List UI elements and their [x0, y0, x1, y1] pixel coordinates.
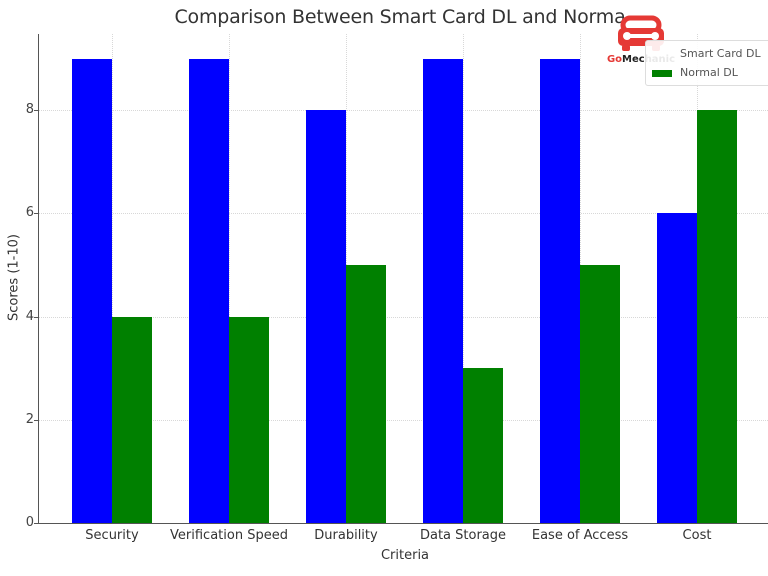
legend-label-smart-card: Smart Card DL	[680, 47, 761, 60]
legend-swatch-normal-dl	[652, 69, 672, 77]
y-tick-mark	[34, 419, 38, 421]
y-tick-mark	[34, 213, 38, 215]
bar-normal-dl-verification-speed	[229, 316, 269, 523]
bar-smart-card-verification-speed	[189, 58, 229, 523]
gridline-y-2	[38, 419, 768, 421]
legend-item-smart-card: Smart Card DL	[680, 47, 761, 61]
x-tick-label: Cost	[682, 528, 712, 543]
chart-title: Comparison Between Smart Card DL and Nor…	[174, 6, 626, 28]
y-tick-label: 0	[25, 515, 34, 530]
legend: Smart Card DL Normal DL	[645, 40, 768, 86]
y-tick-label: 2	[25, 411, 34, 427]
gridline-x-1	[229, 34, 230, 523]
x-tick-label: Ease of Access	[531, 528, 629, 543]
gridline-y-8	[38, 110, 768, 112]
y-tick-mark	[34, 316, 38, 318]
y-axis-label: Scores (1-10)	[6, 234, 22, 321]
y-tick-label: 8	[25, 102, 34, 118]
plot-area	[38, 34, 768, 523]
x-tick-label: Verification Speed	[170, 528, 288, 543]
bar-smart-card-security	[72, 58, 112, 523]
legend-label-normal-dl: Normal DL	[680, 66, 738, 79]
bar-normal-dl-data-storage	[463, 368, 503, 523]
bar-smart-card-durability	[306, 110, 346, 523]
bar-normal-dl-security	[112, 316, 152, 523]
gridline-x-0	[112, 34, 113, 523]
y-tick-mark	[34, 523, 38, 524]
bar-smart-card-cost	[657, 213, 697, 523]
y-tick-label: 4	[25, 308, 34, 324]
bar-normal-dl-cost	[697, 110, 737, 523]
gridline-y-4	[38, 316, 768, 318]
x-tick-label: Security	[85, 528, 139, 543]
logo-text-prefix: Go	[606, 54, 623, 65]
bar-smart-card-ease-of-access	[540, 58, 580, 523]
bar-normal-dl-durability	[346, 265, 386, 523]
x-axis-line	[38, 523, 768, 524]
x-tick-label: Data Storage	[419, 528, 507, 543]
legend-item-normal-dl: Normal DL	[652, 66, 738, 80]
bar-smart-card-data-storage	[423, 58, 463, 523]
y-tick-label: 6	[25, 205, 34, 221]
y-tick-mark	[34, 110, 38, 112]
gridline-x-3	[463, 34, 464, 523]
x-axis-label: Criteria	[380, 548, 430, 563]
bar-normal-dl-ease-of-access	[580, 265, 620, 523]
y-axis-line	[38, 34, 39, 524]
gridline-y-6	[38, 213, 768, 215]
x-tick-label: Durability	[314, 528, 378, 543]
